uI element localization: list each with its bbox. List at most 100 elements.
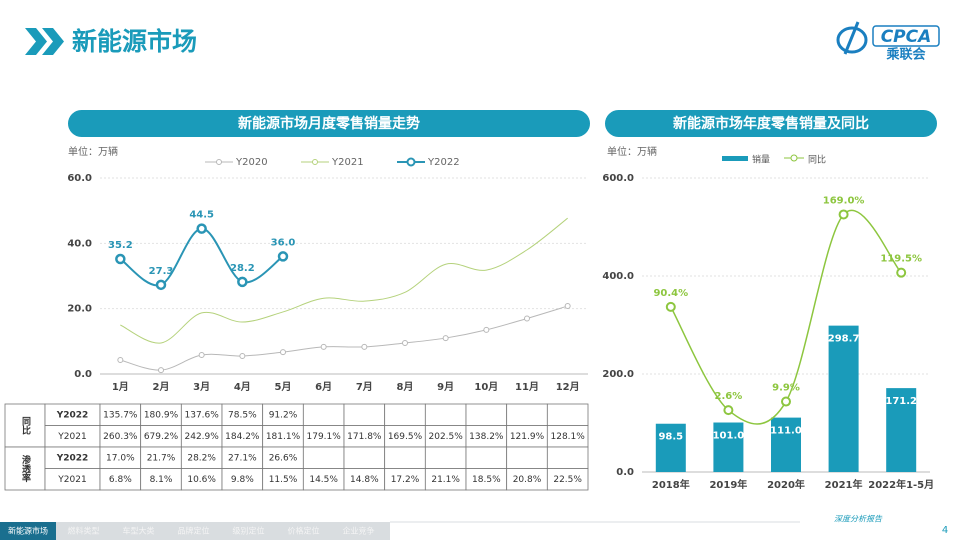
cell-value: 20.8% [513, 475, 542, 485]
page-number: 4 [942, 525, 948, 536]
marker [117, 356, 124, 363]
marker [196, 223, 207, 234]
bar [886, 388, 917, 472]
cell-value: 14.8% [350, 475, 379, 485]
chart-title-pill [68, 110, 590, 137]
table-cell [465, 446, 508, 469]
chart-title: 新能源市场年度零售销量及同比 [673, 115, 869, 132]
x-tick-label: 2020年 [767, 478, 805, 491]
marker [838, 209, 849, 220]
table-cell [424, 403, 467, 426]
y-tick-label: 200.0 [602, 369, 634, 380]
marker [442, 335, 449, 342]
marker [402, 339, 408, 346]
cell-value: 242.9% [185, 432, 220, 442]
marker [277, 251, 289, 262]
footer-tab [276, 522, 331, 540]
cell-value: 18.5% [472, 475, 501, 485]
y-tick-label: 20.0 [67, 304, 92, 315]
marker [115, 253, 126, 265]
table-cell [506, 446, 548, 469]
marker [155, 279, 167, 291]
legend-marker [312, 159, 318, 165]
data-label: 119.5% [880, 254, 922, 265]
marker [483, 326, 490, 333]
data-label: 36.0 [271, 237, 296, 248]
series-line [670, 210, 902, 425]
x-tick-label: 5月 [275, 381, 292, 393]
bar [828, 325, 859, 472]
cell-value: 21.7% [147, 453, 176, 463]
marker [280, 349, 286, 356]
row-label: Y2022 [56, 453, 89, 463]
legend-swatch [722, 156, 748, 161]
legend-label: 同比 [808, 154, 826, 166]
cell-value: 135.7% [103, 410, 138, 420]
footer-tab [221, 522, 276, 540]
y-tick-label: 0.0 [616, 467, 634, 478]
x-tick-label: 8月 [397, 381, 414, 393]
marker [781, 396, 791, 407]
x-tick-label: 10月 [474, 381, 498, 393]
data-label: 27.3 [149, 266, 174, 277]
legend-label: Y2020 [235, 157, 268, 168]
footer-tab-label: 新能源市场 [8, 526, 48, 536]
table-cell [546, 403, 589, 426]
bar-label: 171.2 [885, 396, 917, 407]
data-label: 28.2 [230, 263, 255, 274]
y-tick-label: 400.0 [602, 271, 634, 282]
y-tick-label: 600.0 [602, 173, 634, 184]
x-tick-label: 2月 [153, 381, 170, 393]
row-label: Y2022 [56, 410, 89, 420]
cell-value: 181.1% [266, 432, 301, 442]
table-cell [302, 403, 345, 426]
x-tick-label: 2018年 [652, 478, 690, 491]
x-tick-label: 2022年1-5月 [868, 478, 934, 491]
cell-value: 179.1% [307, 432, 342, 442]
page-title: 新能源市场 [72, 27, 197, 56]
legend-label: Y2021 [331, 157, 364, 168]
x-tick-label: 7月 [356, 381, 373, 393]
cell-value: 169.5% [388, 432, 423, 442]
cell-value: 14.5% [309, 475, 338, 485]
group-label: 同比 [20, 416, 31, 435]
data-label: 90.4% [653, 288, 688, 299]
table-cell [343, 446, 386, 469]
cell-value: 21.1% [431, 475, 460, 485]
marker [320, 343, 327, 350]
data-label: 169.0% [823, 195, 865, 206]
y-tick-label: 60.0 [67, 173, 92, 184]
cell-value: 121.9% [510, 432, 545, 442]
x-tick-label: 4月 [234, 381, 251, 393]
bar [655, 423, 686, 472]
marker [665, 301, 676, 312]
cell-value: 260.3% [103, 432, 138, 442]
cell-value: 10.6% [187, 475, 216, 485]
footer-tab-label: 车型大类 [123, 526, 155, 536]
footer-tab [111, 522, 166, 540]
cell-value: 180.9% [144, 410, 179, 420]
footer-tab [331, 522, 386, 540]
bar-label: 111.0 [770, 426, 802, 437]
x-tick-label: 9月 [437, 381, 454, 393]
bar [713, 422, 744, 472]
cell-value: 17.2% [391, 475, 420, 485]
cell-value: 202.5% [429, 432, 464, 442]
row-label: Y2021 [57, 432, 86, 442]
marker [564, 303, 571, 310]
logo-name: CPCA [881, 27, 932, 47]
table-cell [424, 446, 467, 469]
marker [524, 315, 530, 322]
marker [237, 276, 248, 288]
legend-marker [406, 157, 416, 167]
series-line [119, 227, 284, 287]
cell-value: 171.8% [347, 432, 382, 442]
table-cell [302, 446, 345, 469]
group-label: 渗透率 [20, 454, 31, 483]
table-cell [343, 403, 386, 426]
cell-value: 17.0% [106, 453, 135, 463]
logo-subname: 乘联会 [885, 47, 926, 63]
unit-label: 单位：万辆 [68, 145, 118, 158]
marker [198, 352, 205, 359]
